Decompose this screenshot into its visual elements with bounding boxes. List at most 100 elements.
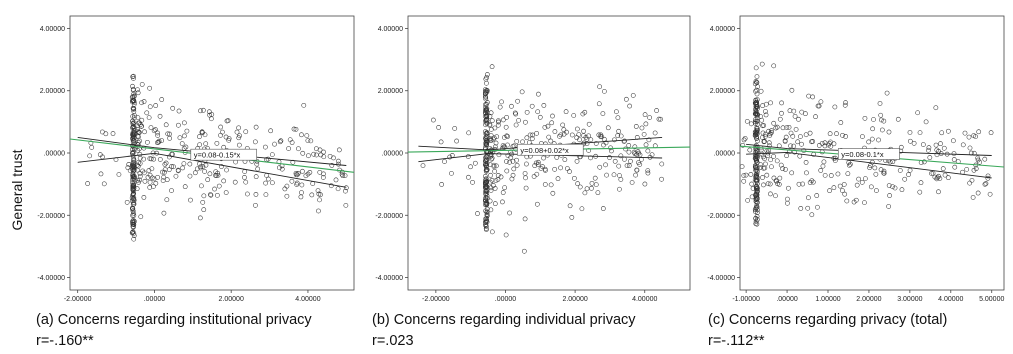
scatter-point [220, 129, 225, 135]
scatter-point [962, 130, 968, 136]
scatter-point [760, 130, 766, 136]
scatter-point [612, 158, 618, 164]
scatter-point [806, 195, 811, 201]
scatter-point [826, 142, 831, 148]
scatter-point [263, 192, 269, 197]
scatter-point [503, 124, 509, 130]
scatter-point [907, 167, 913, 173]
scatter-point [822, 173, 828, 178]
scatter-point [950, 138, 956, 144]
scatter-point [814, 193, 820, 198]
scatter-point [488, 126, 494, 132]
scatter-point [130, 217, 136, 223]
scatter-point [753, 150, 758, 155]
scatter-point [542, 168, 548, 173]
scatter-point [542, 124, 548, 130]
scatter-point [511, 166, 517, 172]
scatter-point [921, 159, 927, 165]
scatter-point [151, 156, 157, 162]
scatter-point [761, 165, 766, 171]
scatter-point [545, 123, 551, 129]
scatter-point [431, 117, 436, 123]
scatter-point [854, 182, 860, 188]
scatter-point [197, 134, 202, 140]
y-tick-label: 4.00000 [710, 26, 735, 33]
scatter-point [167, 135, 173, 141]
scatter-point [145, 174, 151, 180]
scatter-point [558, 165, 563, 171]
scatter-point [792, 113, 798, 119]
scatter-point [483, 220, 488, 225]
scatter-point [550, 113, 555, 119]
fit-label-box-b [517, 143, 584, 156]
scatter-point [771, 154, 776, 159]
scatter-point [659, 176, 664, 182]
scatter-point [750, 186, 756, 191]
scatter-point [484, 195, 490, 201]
scatter-point [131, 183, 136, 189]
scatter-point [815, 204, 820, 210]
scatter-point [497, 104, 503, 110]
scatter-point [541, 103, 547, 108]
scatter-point [182, 133, 187, 139]
scatter-point [336, 147, 342, 153]
scatter-point [147, 85, 153, 91]
ci-lower-b [418, 153, 663, 163]
scatter-point [754, 136, 760, 141]
scatter-point [277, 139, 283, 145]
scatter-point [181, 161, 187, 166]
scatter-point [838, 120, 844, 125]
scatter-point [510, 158, 516, 164]
scatter-point [821, 159, 827, 165]
scatter-point [768, 100, 773, 106]
scatter-point [278, 138, 284, 144]
scatter-point [631, 149, 637, 155]
scatter-point [442, 159, 447, 164]
scatter-point [804, 170, 809, 176]
y-tick-label: -4.00000 [707, 275, 735, 282]
scatter-point [659, 161, 665, 167]
scatter-point [131, 126, 137, 131]
scatter-point [917, 130, 923, 136]
scatter-point [521, 248, 527, 254]
y-tick-label: 2.00000 [710, 88, 735, 95]
scatter-point [753, 172, 759, 177]
scatter-point [490, 136, 496, 142]
x-tick-label: 4.00000 [632, 296, 657, 303]
scatter-point [646, 137, 652, 143]
scatter-point [166, 154, 172, 160]
scatter-point [582, 190, 588, 196]
scatter-point [771, 175, 777, 181]
scatter-point [803, 132, 809, 138]
scatter-point [207, 171, 213, 177]
x-tick-label: 4.00000 [938, 296, 963, 303]
scatter-point [299, 132, 304, 138]
scatter-point [874, 188, 879, 193]
scatter-point [740, 142, 746, 148]
scatter-point [608, 145, 613, 151]
scatter-point [753, 165, 758, 170]
scatter-point [654, 108, 659, 113]
scatter-point [161, 210, 167, 216]
scatter-point [483, 184, 489, 189]
scatter-point [936, 189, 941, 195]
scatter-point [339, 169, 345, 175]
scatter-point [305, 138, 311, 144]
scatter-point [131, 91, 137, 97]
scatter-point [205, 177, 211, 183]
scatter-point [449, 170, 454, 176]
scatter-point [761, 123, 767, 128]
scatter-point [600, 111, 606, 116]
scatter-point [263, 144, 268, 150]
scatter-point [754, 194, 760, 199]
scatter-point [873, 171, 879, 177]
x-tick-label: .00000 [776, 296, 798, 303]
scatter-point [484, 100, 490, 105]
scatter-point [742, 136, 748, 141]
scatter-point [141, 170, 147, 176]
x-tick-label: -2.00000 [64, 296, 92, 303]
scatter-point [131, 76, 136, 81]
scatter-panel-a: 4.00000 2.00000 .00000 -2.00000 -4.00000 -2.0… [28, 0, 358, 349]
scatter-point [483, 135, 488, 141]
scatter-point [252, 139, 258, 145]
